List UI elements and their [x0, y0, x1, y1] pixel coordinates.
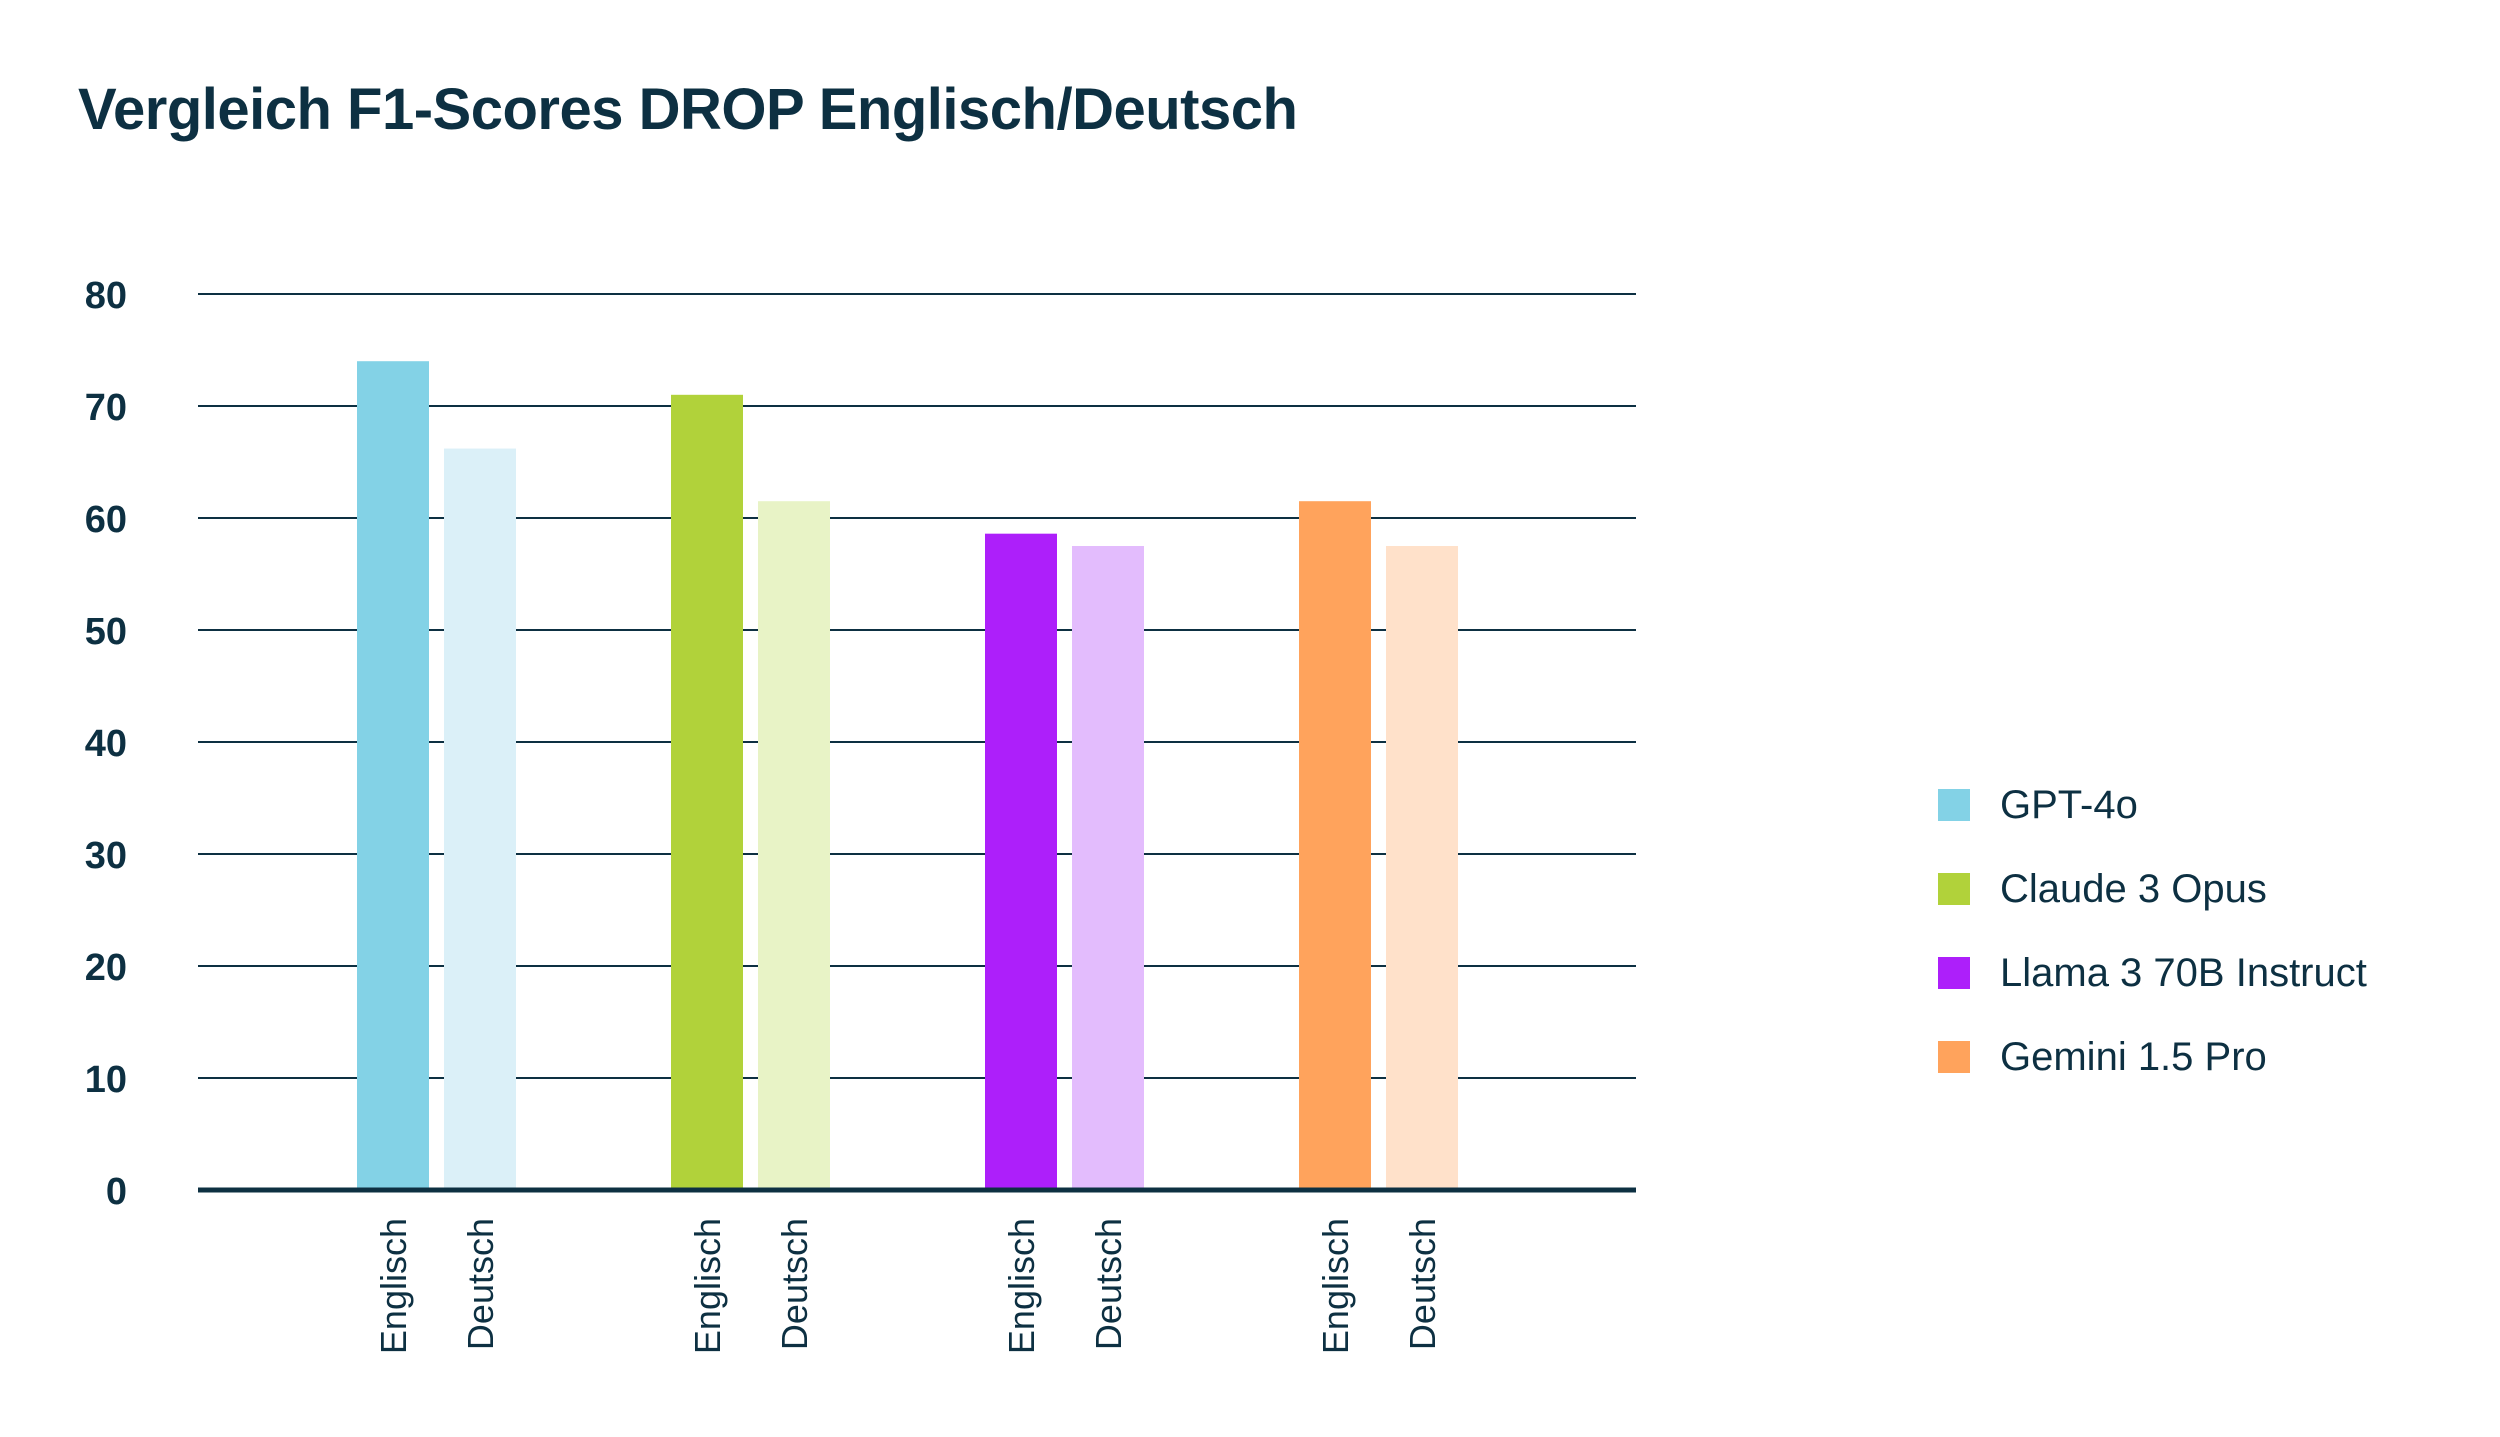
chart-title: Vergleich F1-Scores DROP Englisch/Deutsc…: [78, 77, 1298, 142]
chart-legend: GPT-4o Claude 3 Opus Llama 3 70B Instruc…: [1938, 763, 2367, 1099]
bar: [444, 448, 516, 1190]
y-tick-label: 80: [85, 275, 127, 317]
legend-swatch: [1938, 1041, 1970, 1073]
y-tick-label: 10: [85, 1059, 127, 1101]
legend-item-gpt-4o: GPT-4o: [1938, 763, 2367, 847]
bar: [1299, 501, 1371, 1190]
bar: [1386, 546, 1458, 1190]
y-tick-label: 60: [85, 499, 127, 541]
legend-label: GPT-4o: [2000, 782, 2138, 827]
x-tick-label: Deutsch: [1402, 1218, 1443, 1350]
legend-swatch: [1938, 873, 1970, 905]
legend-swatch: [1938, 957, 1970, 989]
x-tick-label: Englisch: [1315, 1218, 1356, 1354]
bar: [758, 501, 830, 1190]
x-tick-label: Deutsch: [1088, 1218, 1129, 1350]
y-tick-label: 40: [85, 723, 127, 765]
x-tick-label: Englisch: [373, 1218, 414, 1354]
legend-label: Llama 3 70B Instruct: [2000, 950, 2367, 995]
legend-item-claude-3-opus: Claude 3 Opus: [1938, 847, 2367, 931]
y-tick-label: 0: [106, 1171, 127, 1213]
y-tick-label: 20: [85, 947, 127, 989]
bar: [671, 394, 743, 1190]
legend-item-llama-3-70b-instruct: Llama 3 70B Instruct: [1938, 931, 2367, 1015]
legend-label: Gemini 1.5 Pro: [2000, 1034, 2267, 1079]
y-tick-label: 50: [85, 611, 127, 653]
bar: [1072, 546, 1144, 1190]
x-tick-label: Deutsch: [774, 1218, 815, 1350]
x-tick-label: Englisch: [1001, 1218, 1042, 1354]
bar: [985, 533, 1057, 1190]
x-tick-label: Englisch: [687, 1218, 728, 1354]
y-tick-label: 70: [85, 387, 127, 429]
legend-item-gemini-1-5-pro: Gemini 1.5 Pro: [1938, 1015, 2367, 1099]
legend-label: Claude 3 Opus: [2000, 866, 2267, 911]
bar: [357, 361, 429, 1190]
legend-swatch: [1938, 789, 1970, 821]
x-tick-label: Deutsch: [460, 1218, 501, 1350]
y-tick-label: 30: [85, 835, 127, 877]
